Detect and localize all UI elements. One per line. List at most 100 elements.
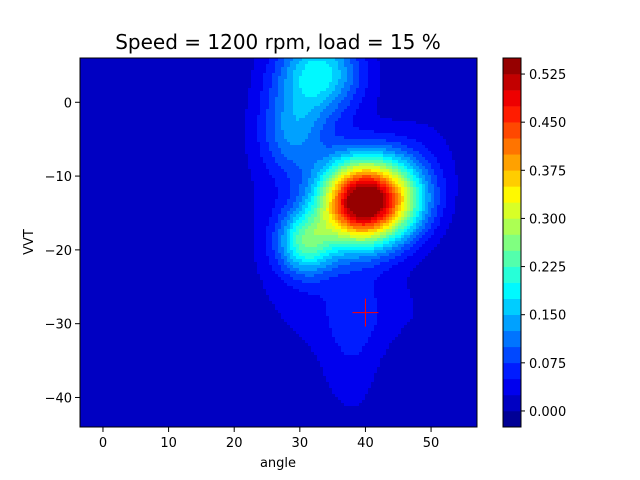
contour-cell [113, 82, 117, 86]
contour-cell [221, 127, 225, 131]
contour-cell [191, 154, 195, 158]
contour-cell [140, 115, 144, 119]
contour-cell [245, 58, 249, 62]
contour-cell [320, 133, 324, 137]
contour-cell [284, 91, 288, 95]
contour-cell [113, 97, 117, 101]
contour-cell [443, 97, 447, 101]
contour-cell [194, 169, 198, 173]
contour-cell [464, 61, 468, 65]
contour-cell [302, 103, 306, 107]
contour-cell [149, 139, 153, 143]
contour-cell [428, 166, 432, 170]
contour-cell [125, 163, 129, 167]
contour-cell [230, 82, 234, 86]
contour-cell [341, 88, 345, 92]
contour-cell [188, 151, 192, 155]
contour-cell [176, 94, 180, 98]
contour-cell [269, 61, 273, 65]
contour-cell [194, 97, 198, 101]
contour-cell [437, 67, 441, 71]
contour-cell [377, 154, 381, 158]
contour-cell [173, 130, 177, 134]
contour-cell [320, 85, 324, 89]
contour-cell [380, 133, 384, 137]
contour-cell [197, 169, 201, 173]
contour-cell [83, 163, 87, 167]
contour-cell [125, 100, 129, 104]
contour-cell [110, 142, 114, 146]
contour-cell [455, 88, 459, 92]
contour-cell [164, 169, 168, 173]
contour-cell [452, 121, 456, 125]
contour-cell [302, 97, 306, 101]
contour-cell [233, 64, 237, 68]
contour-cell [113, 76, 117, 80]
contour-cell [167, 58, 171, 62]
contour-cell [239, 79, 243, 83]
contour-cell [233, 109, 237, 113]
contour-cell [338, 154, 342, 158]
contour-cell [263, 166, 267, 170]
contour-cell [179, 130, 183, 134]
contour-cell [380, 76, 384, 80]
contour-cell [353, 148, 357, 152]
contour-cell [347, 133, 351, 137]
contour-cell [137, 70, 141, 74]
contour-cell [305, 103, 309, 107]
contour-cell [80, 142, 84, 146]
contour-cell [263, 76, 267, 80]
contour-cell [329, 67, 333, 71]
contour-cell [464, 115, 468, 119]
contour-cell [170, 73, 174, 77]
contour-cell [311, 163, 315, 167]
contour-cell [392, 145, 396, 149]
contour-cell [101, 109, 105, 113]
contour-cell [188, 112, 192, 116]
contour-cell [260, 76, 264, 80]
contour-cell [272, 91, 276, 95]
contour-cell [404, 70, 408, 74]
contour-cell [338, 91, 342, 95]
contour-cell [266, 109, 270, 113]
contour-cell [188, 61, 192, 65]
contour-cell [275, 136, 279, 140]
contour-cell [89, 121, 93, 125]
contour-cell [197, 115, 201, 119]
contour-cell [191, 61, 195, 65]
contour-cell [98, 142, 102, 146]
contour-cell [146, 136, 150, 140]
contour-cell [407, 79, 411, 83]
contour-cell [398, 103, 402, 107]
contour-cell [458, 94, 462, 98]
contour-cell [419, 97, 423, 101]
contour-cell [392, 157, 396, 161]
contour-cell [458, 136, 462, 140]
contour-cell [254, 85, 258, 89]
contour-cell [308, 58, 312, 62]
contour-cell [143, 103, 147, 107]
contour-cell [233, 73, 237, 77]
contour-cell [410, 76, 414, 80]
contour-cell [416, 139, 420, 143]
contour-cell [236, 106, 240, 110]
contour-cell [284, 133, 288, 137]
contour-cell [191, 163, 195, 167]
contour-cell [218, 130, 222, 134]
contour-cell [341, 163, 345, 167]
contour-cell [452, 127, 456, 131]
contour-cell [317, 94, 321, 98]
contour-cell [134, 58, 138, 62]
contour-cell [407, 85, 411, 89]
contour-cell [233, 103, 237, 107]
contour-cell [449, 148, 453, 152]
contour-cell [401, 61, 405, 65]
contour-cell [407, 142, 411, 146]
contour-cell [467, 130, 471, 134]
contour-cell [407, 160, 411, 164]
contour-cell [209, 127, 213, 131]
contour-cell [179, 136, 183, 140]
contour-cell [221, 121, 225, 125]
contour-cell [383, 91, 387, 95]
contour-cell [101, 82, 105, 86]
